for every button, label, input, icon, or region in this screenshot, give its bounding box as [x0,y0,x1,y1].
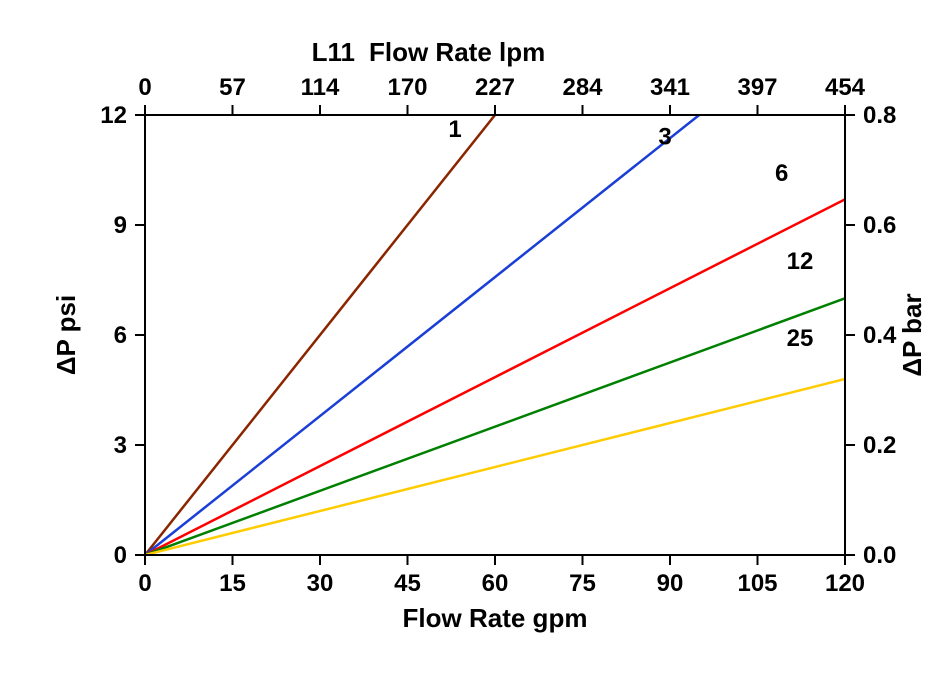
x2-tick-label: 454 [825,74,866,101]
series-label-6: 6 [775,160,788,187]
x-tick-label: 75 [569,570,596,597]
x-tick-label: 15 [219,570,246,597]
y-axis-label: ΔP psi [51,295,81,375]
chart-model-label: L11 [312,37,355,67]
y2-tick-label: 0.8 [863,102,896,129]
x-tick-label: 120 [825,570,865,597]
x2-tick-label: 341 [650,74,690,101]
y2-tick-label: 0.0 [863,542,896,569]
x-tick-label: 60 [482,570,509,597]
x-axis-label: Flow Rate gpm [403,603,588,633]
x-tick-label: 90 [657,570,684,597]
x2-tick-label: 227 [475,74,515,101]
y2-tick-label: 0.6 [863,212,896,239]
y-tick-label: 3 [114,432,127,459]
y-tick-label: 9 [114,212,127,239]
series-label-25: 25 [787,325,814,352]
x2-tick-label: 0 [138,74,151,101]
chart-svg: 0153045607590105120Flow Rate gpm05711417… [0,0,932,678]
series-label-3: 3 [658,123,671,150]
x2-tick-label: 170 [387,74,427,101]
y2-tick-label: 0.4 [863,322,897,349]
y2-tick-label: 0.2 [863,432,896,459]
x-tick-label: 105 [737,570,777,597]
y-tick-label: 12 [100,102,127,129]
x2-tick-label: 397 [737,74,777,101]
series-label-1: 1 [448,116,461,143]
x2-tick-label: 114 [301,74,340,101]
x-tick-label: 30 [307,570,334,597]
y-tick-label: 6 [114,322,127,349]
series-label-12: 12 [787,248,814,275]
x2-tick-label: 57 [219,74,246,101]
y2-axis-label: ΔP bar [897,293,927,376]
x2-tick-label: 284 [562,74,603,101]
pressure-drop-chart: 0153045607590105120Flow Rate gpm05711417… [0,0,932,678]
x2-axis-label: Flow Rate lpm [369,37,545,67]
x-tick-label: 0 [138,570,151,597]
y-tick-label: 0 [114,542,127,569]
x-tick-label: 45 [394,570,421,597]
